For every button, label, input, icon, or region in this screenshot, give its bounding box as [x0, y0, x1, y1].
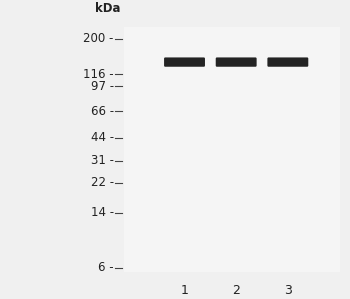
Text: 97 -: 97 -	[91, 80, 114, 93]
Text: kDa: kDa	[95, 2, 121, 15]
FancyBboxPatch shape	[267, 57, 308, 67]
Text: 3: 3	[284, 284, 292, 297]
Text: 1: 1	[181, 284, 188, 297]
FancyBboxPatch shape	[216, 57, 257, 67]
Text: 6 -: 6 -	[98, 261, 114, 274]
FancyBboxPatch shape	[164, 57, 205, 67]
Text: 44 -: 44 -	[91, 131, 114, 144]
Text: 2: 2	[232, 284, 240, 297]
Text: 14 -: 14 -	[91, 206, 114, 219]
Text: 31 -: 31 -	[91, 154, 114, 167]
Text: 66 -: 66 -	[91, 105, 114, 118]
Text: 22 -: 22 -	[91, 176, 114, 190]
Text: 116 -: 116 -	[83, 68, 114, 81]
Text: 200 -: 200 -	[83, 32, 114, 45]
